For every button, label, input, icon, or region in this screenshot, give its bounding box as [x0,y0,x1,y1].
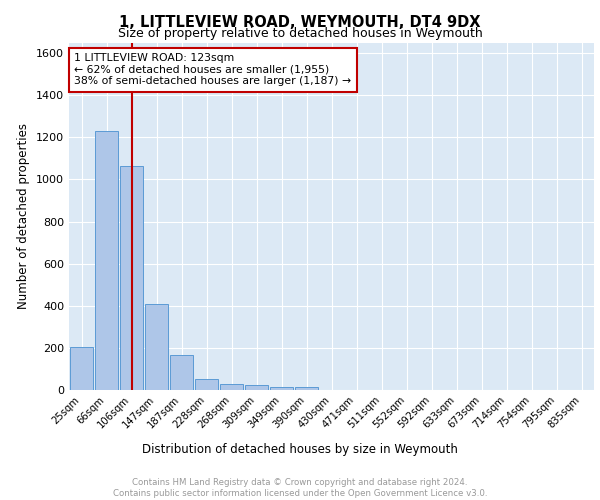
Bar [70,347,93,390]
Text: 1 LITTLEVIEW ROAD: 123sqm
← 62% of detached houses are smaller (1,955)
38% of se: 1 LITTLEVIEW ROAD: 123sqm ← 62% of detac… [74,53,352,86]
Bar [95,131,118,390]
Bar [195,380,218,390]
Text: 1, LITTLEVIEW ROAD, WEYMOUTH, DT4 9DX: 1, LITTLEVIEW ROAD, WEYMOUTH, DT4 9DX [119,15,481,30]
Y-axis label: Number of detached properties: Number of detached properties [17,123,31,309]
Text: Distribution of detached houses by size in Weymouth: Distribution of detached houses by size … [142,443,458,456]
Bar [145,304,168,390]
Bar [170,355,193,390]
Text: Size of property relative to detached houses in Weymouth: Size of property relative to detached ho… [118,28,482,40]
Bar [270,387,293,390]
Bar [120,166,143,390]
Text: Contains HM Land Registry data © Crown copyright and database right 2024.
Contai: Contains HM Land Registry data © Crown c… [113,478,487,498]
Bar [220,384,243,390]
Bar [245,386,268,390]
Bar [295,387,318,390]
